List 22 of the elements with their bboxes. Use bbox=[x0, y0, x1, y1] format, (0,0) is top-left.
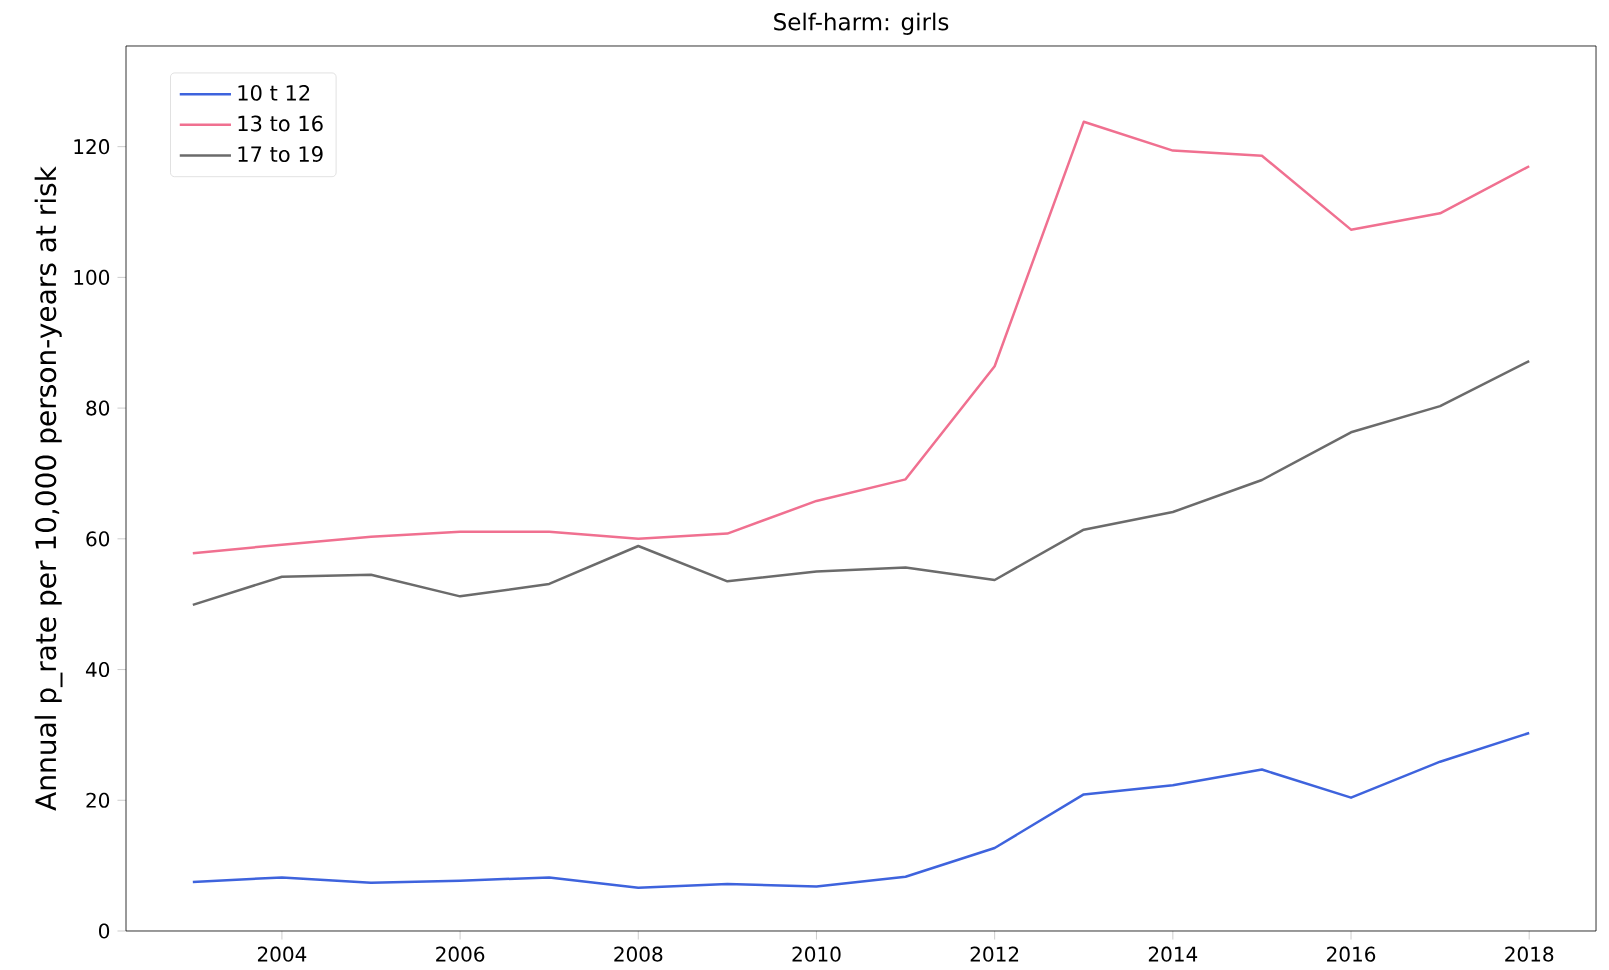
y-tick-label: 40 bbox=[85, 661, 110, 678]
y-tick-label: 20 bbox=[86, 792, 110, 808]
line-series bbox=[191, 359, 1531, 607]
y-tick-label: 0 bbox=[99, 923, 110, 939]
y-tick-label: 60 bbox=[86, 531, 110, 547]
y-tick-label: 120 bbox=[74, 139, 110, 155]
y-tick-label: 100 bbox=[74, 269, 110, 285]
x-tick-label: 2014 bbox=[1148, 946, 1198, 962]
x-tick-label: 2018 bbox=[1505, 946, 1554, 962]
legend-label: 17 to 19 bbox=[238, 146, 323, 162]
x-tick-label: 2004 bbox=[257, 946, 307, 962]
x-tick-label: 2016 bbox=[1327, 946, 1376, 962]
x-tick-label: 2010 bbox=[792, 946, 841, 962]
chart-title: Self-harm: girls bbox=[774, 12, 949, 35]
y-axis-title: Annual p_rate per 10,000 person-years at risk bbox=[34, 166, 63, 811]
y-tick-label: 80 bbox=[86, 400, 110, 416]
x-tick-label: 2006 bbox=[436, 946, 485, 962]
line-series bbox=[191, 731, 1531, 890]
x-tick-label: 2012 bbox=[970, 946, 1019, 962]
x-tick-label: 2008 bbox=[614, 946, 663, 962]
legend-label: 13 to 16 bbox=[238, 115, 323, 132]
legend-label: 10 t 12 bbox=[238, 84, 310, 101]
